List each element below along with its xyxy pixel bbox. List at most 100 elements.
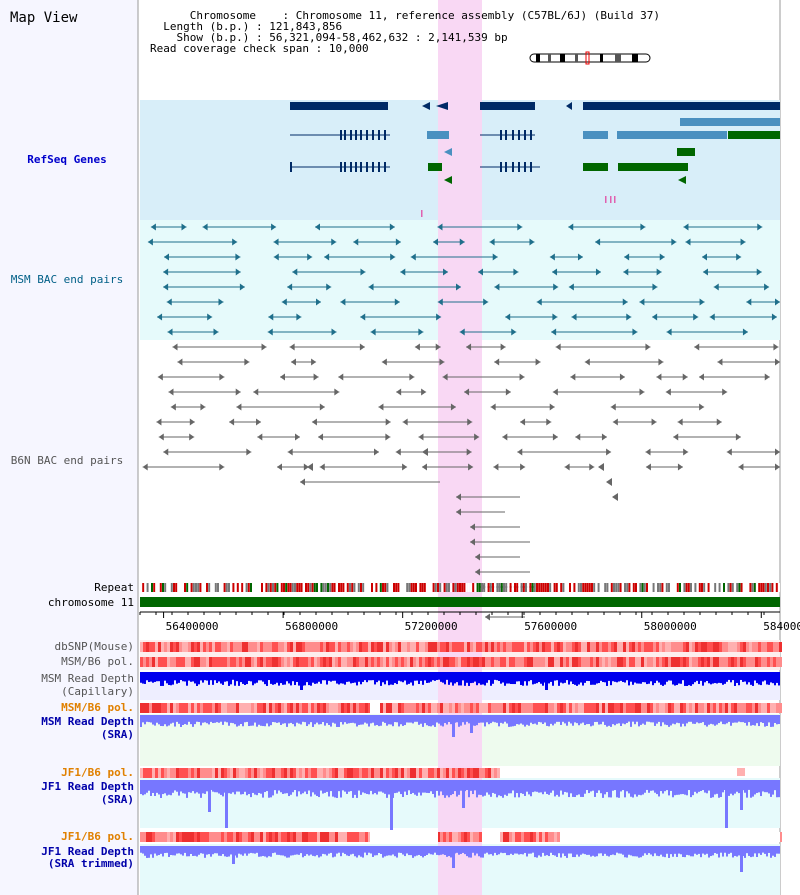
track-label-jf1-depth-sra[interactable]: JF1 Read Depth [41,780,134,793]
msm-sra-depth [468,715,470,724]
track-label-jf1-pol-2[interactable]: JF1/B6 pol. [61,830,134,843]
msm-pol2-cell [710,703,713,713]
msm-bac-end [683,223,689,231]
msm-pol2-cell [680,703,683,713]
jf1-pol2-cell [521,832,524,842]
msm-sra-depth [650,715,652,723]
repeat-element [195,583,197,592]
msm-pol-cell [704,657,707,667]
jf1-sra-depth [736,780,738,792]
msm-pol2-cell [449,703,452,713]
track-label-msm-bac[interactable]: MSM BAC end pairs [10,273,124,286]
jf1-pol-cell [182,768,185,778]
track-label-b6n-bac[interactable]: B6N BAC end pairs [10,454,124,467]
track-label-msm-pol-2[interactable]: MSM/B6 pol. [61,701,134,714]
msm-capillary-depth [206,672,208,681]
msm-capillary-depth [172,672,174,685]
msm-capillary-depth [260,672,262,681]
jf1-sra-depth [144,780,146,795]
jf1-sra-depth [498,780,500,796]
jf1-trim-depth [282,846,284,856]
jf1-trim-depth [210,846,212,857]
track-label-repeat[interactable]: Repeat [94,581,134,594]
jf1-sra-depth [228,780,230,794]
msm-sra-depth [726,715,728,724]
msm-sra-depth [510,715,512,727]
msm-bac-end [553,283,559,291]
track-label-jf1-pol-1[interactable]: JF1/B6 pol. [61,766,134,779]
repeat-element [357,583,360,592]
jf1-trim-depth [168,846,170,857]
msm-pol2-cell [242,703,245,713]
dbsnp-cell [479,642,482,652]
jf1-sra-depth [406,780,408,795]
msm-bac-end [436,313,442,321]
msm-capillary-depth [590,672,592,685]
msm-pol-cell [491,657,494,667]
jf1-sra-depth [572,780,574,797]
jf1-sra-depth [304,780,306,792]
msm-pol-cell [680,657,683,667]
repeat-element [632,583,635,592]
msm-bac-end [666,328,672,336]
msm-capillary-depth [442,672,444,683]
msm-pol-cell [494,657,497,667]
exon [378,130,380,140]
jf1-trim-depth [596,846,598,857]
msm-pol2-cell [512,703,515,713]
msm-bac-end [513,268,519,276]
jf1-sra-depth [242,780,244,795]
repeat-element [256,583,259,592]
dbsnp-cell [392,642,395,652]
msm-pol2-cell [404,703,407,713]
track-label-dbsnp[interactable]: dbSNP(Mouse) [54,640,134,653]
msm-capillary-depth [740,672,742,680]
jf1-trim-depth [662,846,664,857]
msm-bac-end [267,328,273,336]
msm-pol2-cell [575,703,578,713]
dbsnp-cell [353,642,356,652]
jf1-trim-depth [472,846,474,853]
msm-capillary-depth [246,672,248,685]
track-label-chromosome[interactable]: chromosome 11 [47,596,134,609]
jf1-sra-depth [672,780,674,798]
b6n-bac-end [189,418,195,426]
gene-block [290,102,388,110]
msm-capillary-depth [450,672,452,683]
jf1-pol2-cell [218,832,221,842]
msm-bac-end [536,298,542,306]
track-label-refseq[interactable]: RefSeq Genes [27,153,107,166]
b6n-bac-end [699,403,705,411]
jf1-trim-depth [700,846,702,858]
track-label-msm-depth-sra[interactable]: MSM Read Depth [41,715,134,728]
msm-pol2-cell [209,703,212,713]
b6n-bac-end [773,343,779,351]
repeat-element [626,583,629,592]
msm-pol2-cell [614,703,617,713]
jf1-sra-depth [646,780,648,790]
b6n-bac-end [435,343,441,351]
msm-bac-end [626,313,632,321]
jf1-pol2-cell [326,832,329,842]
track-label-jf1-depth-trim[interactable]: JF1 Read Depth [41,845,134,858]
track-label-msm-pol-1[interactable]: MSM/B6 pol. [61,655,134,668]
jf1-trim-depth [722,846,724,857]
msm-sra-depth [706,715,708,727]
jf1-trim-depth [262,846,264,856]
exon [372,162,374,172]
msm-capillary-depth [606,672,608,686]
jf1-pol2-cell [215,832,218,842]
track-label-msm-depth-cap[interactable]: MSM Read Depth [41,672,134,685]
b6n-bac-end [535,358,541,366]
msm-capillary-depth [548,672,550,684]
jf1-pol2-cell [524,832,527,842]
msm-bac-end [163,283,169,291]
msm-pol2-cell [320,703,323,713]
jf1-trim-depth [326,846,328,856]
msm-sra-depth [272,715,274,723]
jf1-trim-depth [276,846,278,855]
msm-capillary-depth [404,672,406,681]
msm-sra-depth [674,715,676,725]
msm-sra-depth [562,715,564,722]
